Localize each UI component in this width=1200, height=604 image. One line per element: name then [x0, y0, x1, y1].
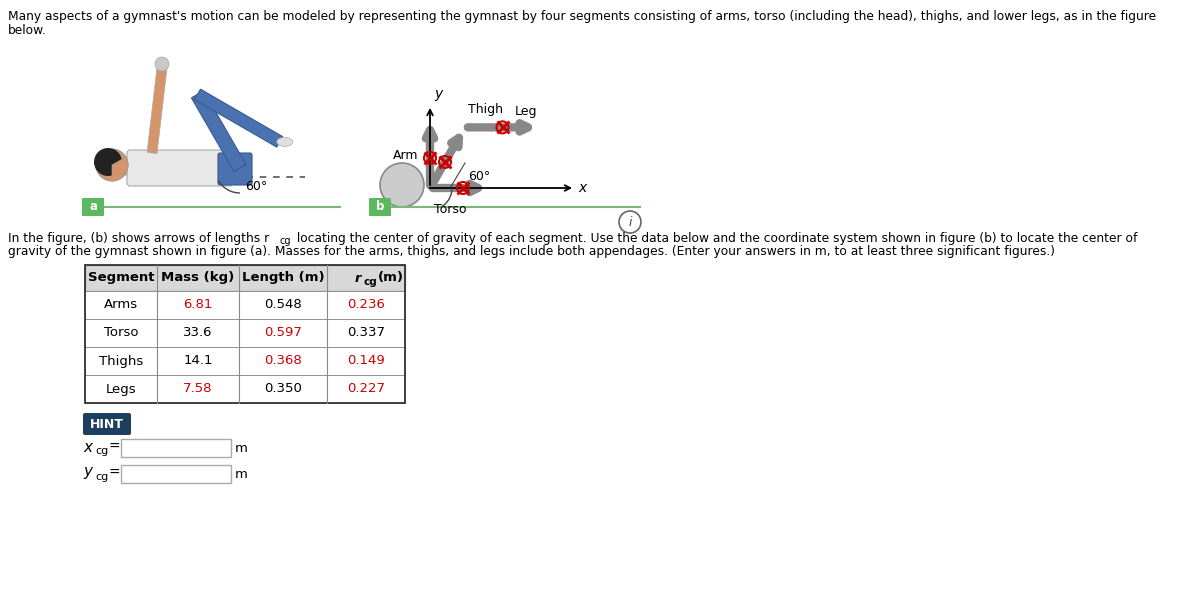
Text: b: b — [376, 201, 384, 213]
FancyBboxPatch shape — [85, 375, 406, 403]
Text: r: r — [355, 272, 361, 284]
Text: below.: below. — [8, 24, 47, 37]
Text: m: m — [235, 467, 248, 481]
FancyBboxPatch shape — [85, 319, 406, 347]
Text: Torso: Torso — [103, 327, 138, 339]
FancyBboxPatch shape — [121, 157, 134, 175]
Circle shape — [380, 163, 424, 207]
Text: (m): (m) — [378, 272, 404, 284]
Ellipse shape — [277, 137, 293, 146]
Text: 60°: 60° — [245, 180, 268, 193]
Text: 0.597: 0.597 — [264, 327, 302, 339]
Text: locating the center of gravity of each segment. Use the data below and the coord: locating the center of gravity of each s… — [293, 232, 1138, 245]
Text: 0.236: 0.236 — [347, 298, 385, 312]
Text: Mass (kg): Mass (kg) — [161, 272, 235, 284]
Text: Arms: Arms — [104, 298, 138, 312]
Text: cg: cg — [278, 236, 290, 246]
FancyBboxPatch shape — [85, 265, 406, 291]
Text: y: y — [434, 87, 443, 101]
Text: cg: cg — [95, 472, 108, 482]
Text: 6.81: 6.81 — [184, 298, 212, 312]
Text: m: m — [235, 442, 248, 454]
Polygon shape — [194, 89, 283, 147]
Text: =: = — [108, 466, 120, 480]
Text: 60°: 60° — [468, 170, 491, 184]
Text: a: a — [89, 201, 97, 213]
Text: 0.368: 0.368 — [264, 355, 302, 367]
Text: cg: cg — [95, 446, 108, 456]
Text: Legs: Legs — [106, 382, 137, 396]
Text: 0.337: 0.337 — [347, 327, 385, 339]
Text: 0.350: 0.350 — [264, 382, 302, 396]
Circle shape — [155, 57, 169, 71]
Text: $x$: $x$ — [83, 440, 95, 454]
Text: gravity of the gymnast shown in figure (a). Masses for the arms, thighs, and leg: gravity of the gymnast shown in figure (… — [8, 245, 1055, 258]
Text: Torso: Torso — [433, 203, 467, 216]
Polygon shape — [148, 68, 167, 153]
Text: $y$: $y$ — [83, 465, 95, 481]
FancyBboxPatch shape — [218, 153, 252, 185]
Text: Arm: Arm — [392, 149, 418, 162]
Text: =: = — [108, 440, 120, 454]
Text: 7.58: 7.58 — [184, 382, 212, 396]
Text: 0.149: 0.149 — [347, 355, 385, 367]
Text: HINT: HINT — [90, 417, 124, 431]
FancyBboxPatch shape — [83, 413, 131, 435]
Text: 33.6: 33.6 — [184, 327, 212, 339]
FancyBboxPatch shape — [121, 465, 230, 483]
FancyBboxPatch shape — [121, 439, 230, 457]
Wedge shape — [112, 157, 128, 181]
Text: Thighs: Thighs — [98, 355, 143, 367]
Text: 14.1: 14.1 — [184, 355, 212, 367]
Circle shape — [96, 149, 128, 181]
FancyBboxPatch shape — [82, 198, 104, 216]
Text: In the figure, (b) shows arrows of lengths r: In the figure, (b) shows arrows of lengt… — [8, 232, 269, 245]
Text: Leg: Leg — [515, 105, 538, 118]
Text: 0.548: 0.548 — [264, 298, 302, 312]
Text: Thigh: Thigh — [468, 103, 503, 116]
FancyBboxPatch shape — [85, 347, 406, 375]
Text: 0.227: 0.227 — [347, 382, 385, 396]
Text: i: i — [629, 216, 631, 228]
Circle shape — [94, 148, 122, 176]
Text: cg: cg — [364, 277, 378, 287]
FancyBboxPatch shape — [85, 291, 406, 319]
Polygon shape — [192, 91, 246, 172]
Text: Segment: Segment — [88, 272, 155, 284]
FancyBboxPatch shape — [127, 150, 233, 186]
FancyBboxPatch shape — [370, 198, 391, 216]
Text: Length (m): Length (m) — [241, 272, 324, 284]
Text: Many aspects of a gymnast's motion can be modeled by representing the gymnast by: Many aspects of a gymnast's motion can b… — [8, 10, 1156, 23]
Text: x: x — [578, 181, 587, 195]
